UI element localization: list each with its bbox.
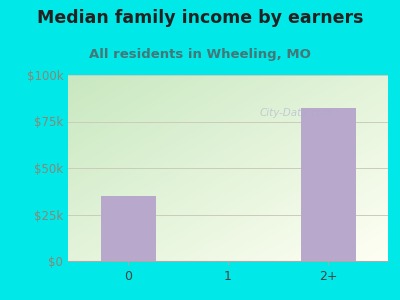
Text: Median family income by earners: Median family income by earners <box>37 9 363 27</box>
Bar <box>100 196 156 261</box>
Text: City-Data.com: City-Data.com <box>260 109 334 118</box>
Text: All residents in Wheeling, MO: All residents in Wheeling, MO <box>89 48 311 61</box>
Bar <box>300 109 356 261</box>
